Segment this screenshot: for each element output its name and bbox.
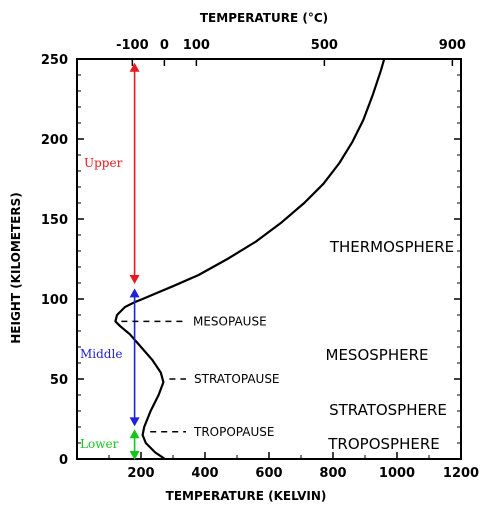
layer-label: MESOSPHERE: [326, 346, 429, 364]
y-tick-label: 200: [41, 133, 68, 148]
x-tick-label: 800: [319, 466, 346, 481]
region-arrow-up: [129, 288, 140, 298]
y-tick-label: 150: [41, 213, 68, 228]
region-label: Lower: [80, 437, 119, 451]
y-tick-label: 50: [50, 373, 68, 388]
y-tick-label: 0: [59, 453, 68, 468]
temperature-curve-group: [114, 58, 386, 460]
x-tick-label: 1200: [443, 466, 479, 481]
x-tick-label: 400: [191, 466, 218, 481]
pause-label: TROPOPAUSE: [193, 425, 274, 439]
region-label: Middle: [80, 347, 122, 361]
x-tick-label: 600: [255, 466, 282, 481]
top-tick-label: -100: [116, 38, 149, 53]
region-arrow-up: [129, 429, 140, 439]
atmosphere-regions: Upper Middle Lower: [80, 62, 140, 460]
axis-ticks: 200 400 600 800 1000 1200 0 50 100 150 200 250 -100 0…: [41, 38, 479, 481]
y-tick-label: 100: [41, 293, 68, 308]
y-tick-label: 250: [41, 53, 68, 68]
y-axis-label: HEIGHT (KILOMETERS): [9, 192, 23, 344]
x-tick-label: 200: [127, 466, 154, 481]
region-arrow-down: [129, 275, 140, 284]
layer-label: STRATOSPHERE: [329, 401, 447, 419]
region-label: Upper: [84, 156, 123, 170]
top-tick-label: 900: [439, 38, 466, 53]
top-tick-label: 0: [160, 38, 169, 53]
region-arrow-down: [129, 417, 140, 427]
pause-label: STRATOPAUSE: [194, 372, 280, 386]
top-axis-label: TEMPERATURE (°C): [200, 11, 328, 25]
x-tick-label: 1000: [379, 466, 415, 481]
temperature-curve: [114, 58, 386, 460]
layer-label: TROPOSPHERE: [327, 435, 439, 453]
x-axis-label: TEMPERATURE (KELVIN): [166, 489, 327, 503]
top-tick-label: 500: [311, 38, 338, 53]
layer-labels: THERMOSPHERE MESOSPHERE STRATOSPHERE TROPOS…: [121, 238, 454, 453]
layer-label: THERMOSPHERE: [329, 238, 454, 256]
top-tick-label: 100: [183, 38, 210, 53]
pause-label: MESOPAUSE: [193, 314, 267, 328]
region-arrow-down: [129, 451, 140, 460]
region-arrow-up: [129, 62, 140, 72]
